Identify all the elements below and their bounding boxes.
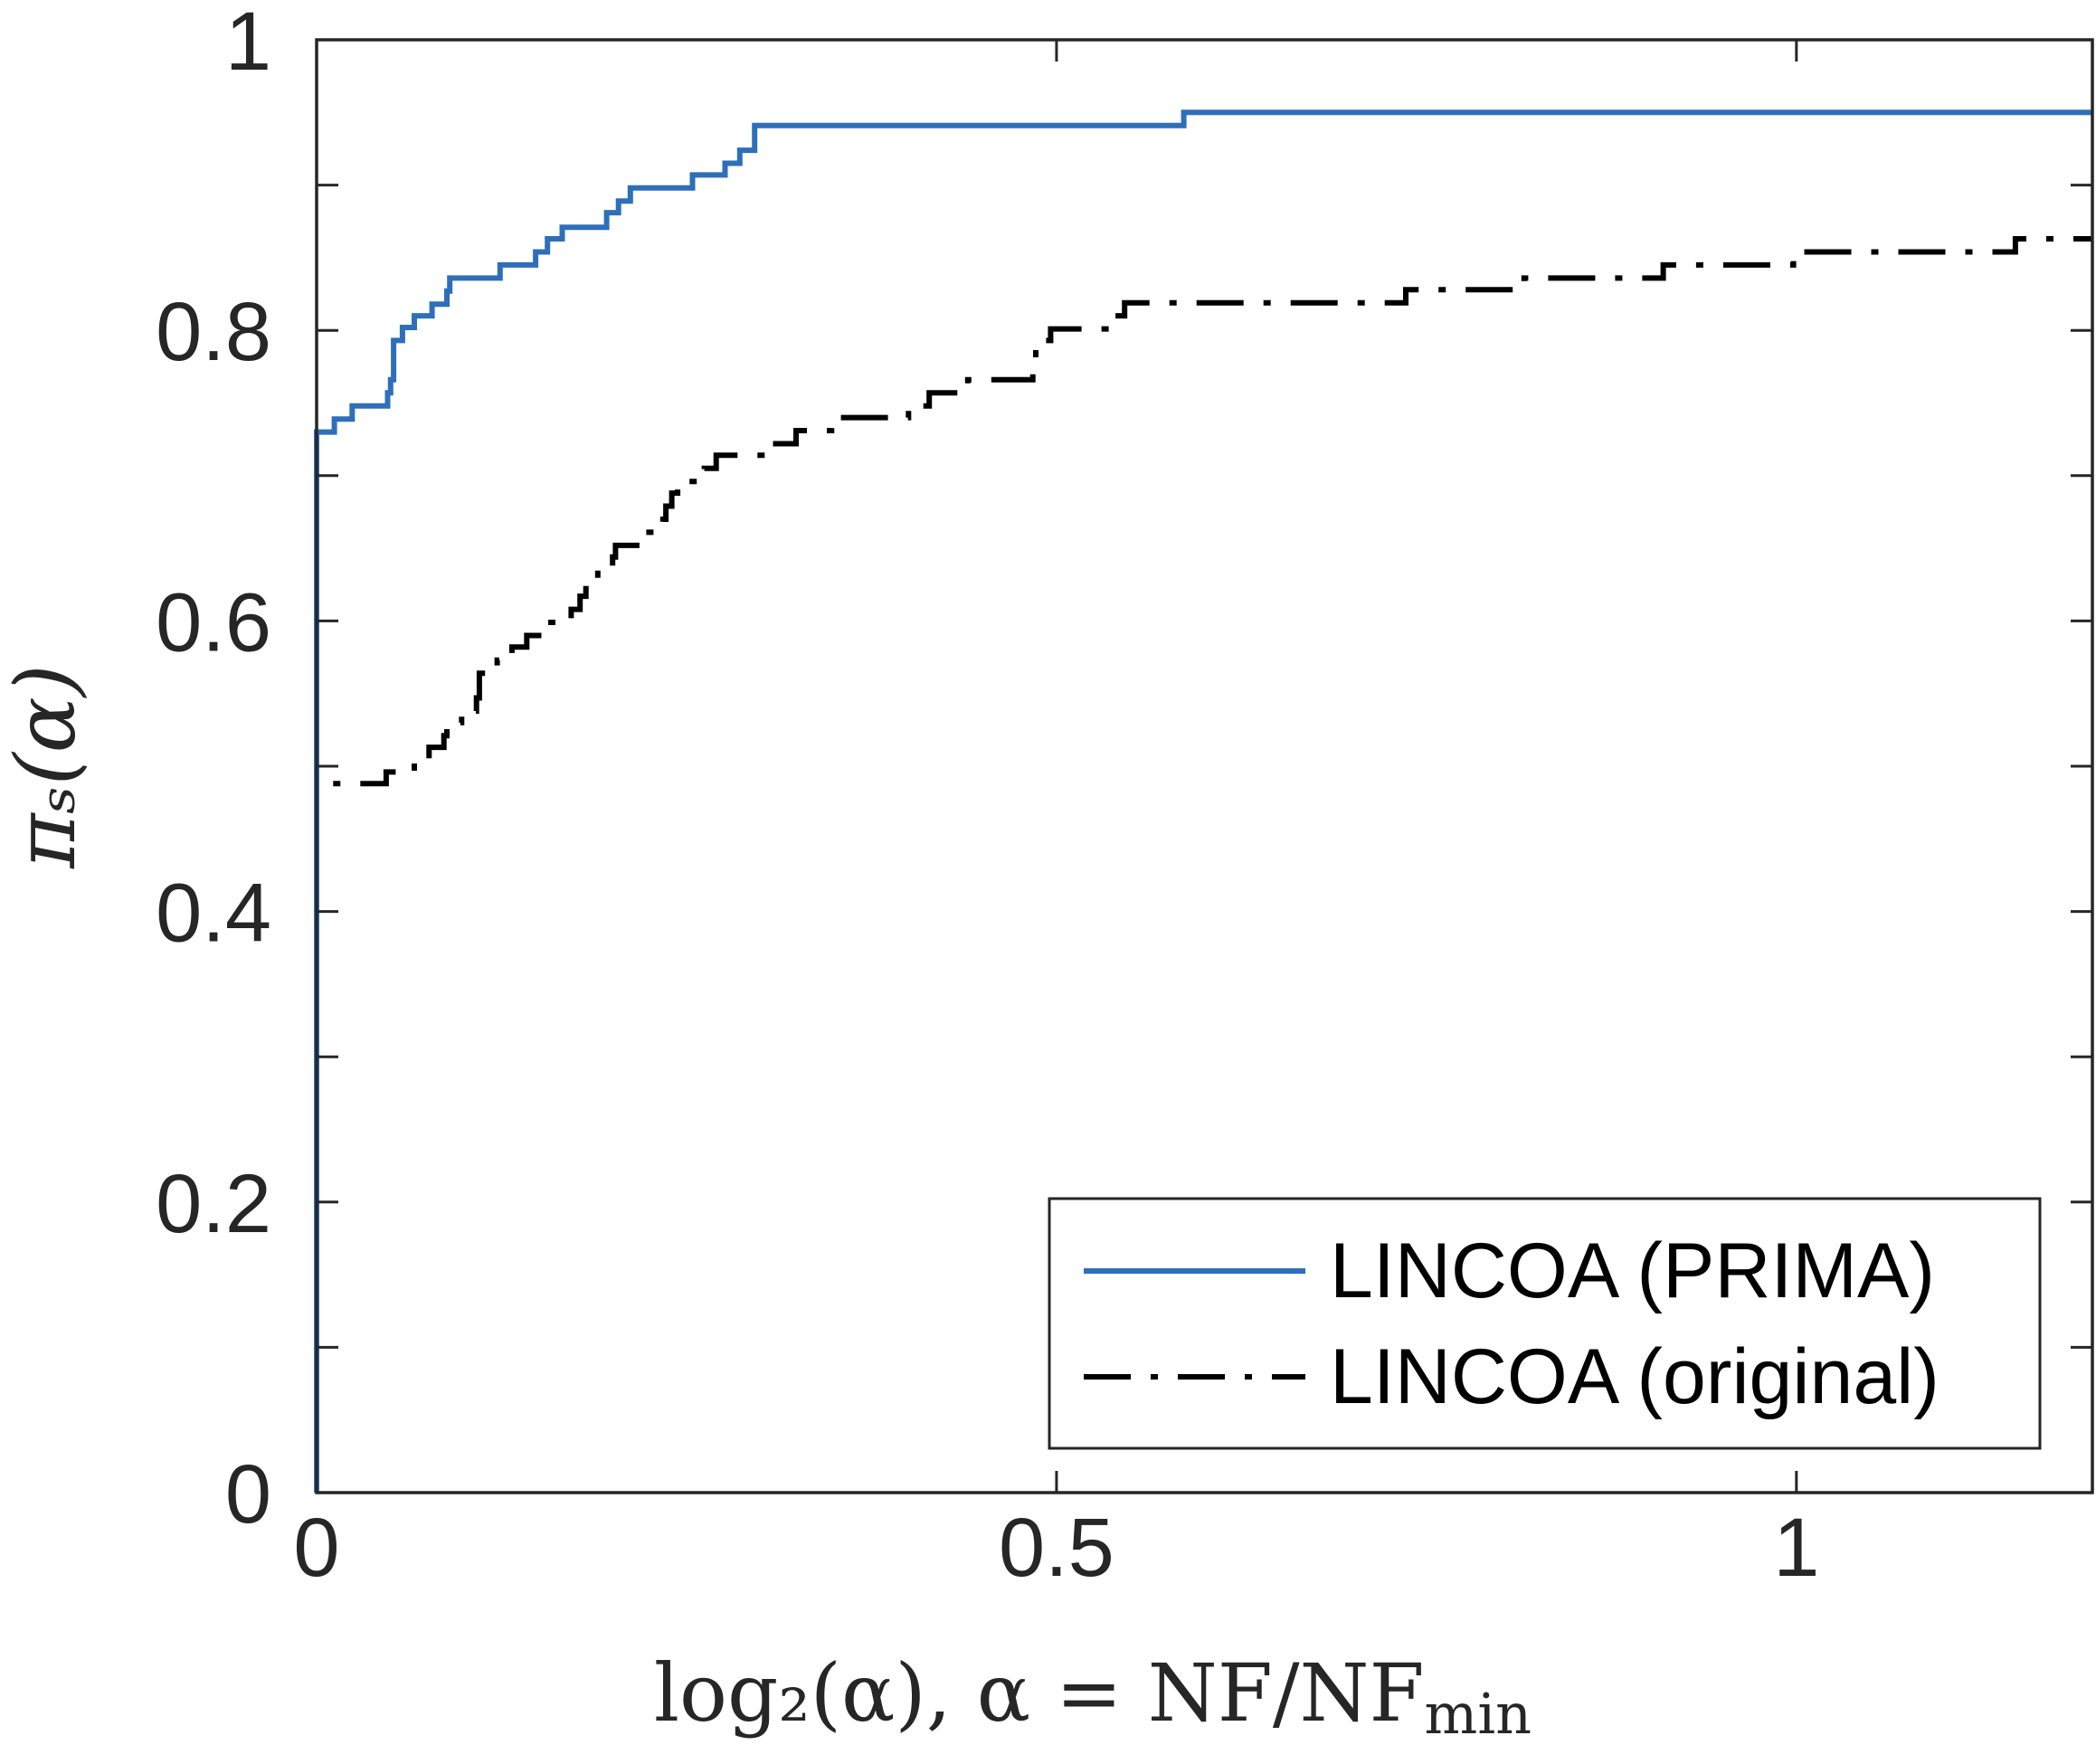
y-tick-label: 0.2 [156, 1158, 271, 1250]
y-tick-label: 0.6 [156, 576, 271, 669]
series-layer [314, 109, 2092, 1493]
series-line-1 [314, 236, 2092, 1493]
x-tick-label: 1 [1773, 1502, 1819, 1594]
x-axis-title-subscript: min [1425, 1681, 1532, 1747]
y-tick-label: 0 [225, 1448, 271, 1541]
legend-box [1048, 1197, 2042, 1450]
ticks-layer [315, 38, 2092, 1494]
y-tick-label: 0.8 [156, 286, 271, 378]
legend-label-lincoa-original: LINCOA (original) [1330, 1333, 1940, 1420]
labels-layer: 0 0.5 1 0 0.2 0.4 0.6 0.8 1 [156, 0, 1819, 1594]
y-axis-title: πₛ(α) [0, 664, 94, 868]
series-line-0 [314, 109, 2092, 1493]
x-axis-title-main: log₂(α), α = NF/NF [654, 1646, 1425, 1740]
legend-label-lincoa-prima: LINCOA (PRIMA) [1330, 1228, 1935, 1314]
legend: LINCOA (PRIMA) LINCOA (original) [1048, 1197, 2042, 1450]
x-tick-label: 0 [293, 1502, 339, 1594]
x-tick-label: 0.5 [999, 1502, 1114, 1594]
y-tick-label: 0.4 [156, 868, 271, 960]
x-axis-title: log₂(α), α = NF/NFmin [654, 1646, 1532, 1747]
y-tick-label: 1 [225, 0, 271, 88]
